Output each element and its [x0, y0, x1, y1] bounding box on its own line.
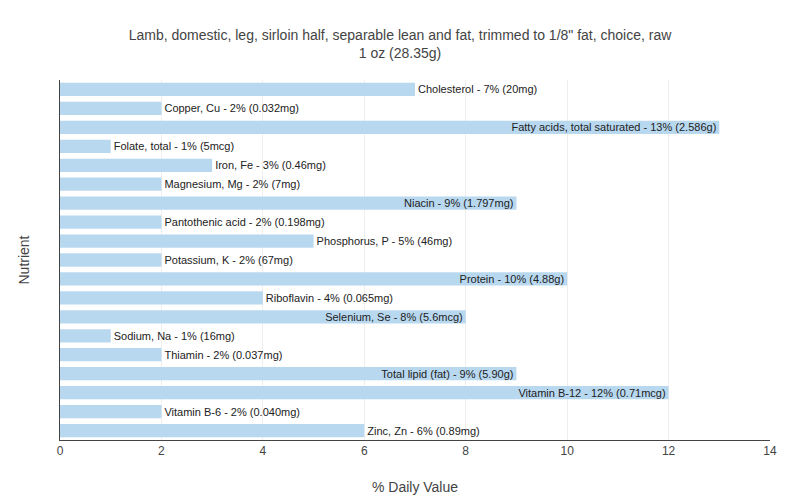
- svg-text:Vitamin B-12 - 12% (0.71mcg): Vitamin B-12 - 12% (0.71mcg): [518, 387, 665, 399]
- svg-text:4: 4: [260, 444, 267, 458]
- svg-text:6: 6: [361, 444, 368, 458]
- svg-text:Zinc, Zn - 6% (0.89mg): Zinc, Zn - 6% (0.89mg): [367, 425, 479, 437]
- svg-text:Folate, total - 1% (5mcg): Folate, total - 1% (5mcg): [114, 140, 234, 152]
- svg-text:Cholesterol - 7% (20mg): Cholesterol - 7% (20mg): [418, 83, 537, 95]
- svg-text:Nutrient: Nutrient: [16, 235, 32, 284]
- svg-text:Pantothenic acid - 2% (0.198mg: Pantothenic acid - 2% (0.198mg): [164, 216, 324, 228]
- svg-text:0: 0: [57, 444, 64, 458]
- svg-text:Riboflavin - 4% (0.065mg): Riboflavin - 4% (0.065mg): [266, 292, 393, 304]
- svg-text:Niacin - 9% (1.797mg): Niacin - 9% (1.797mg): [404, 197, 513, 209]
- svg-text:% Daily Value: % Daily Value: [372, 479, 458, 495]
- svg-text:10: 10: [560, 444, 574, 458]
- svg-text:Potassium, K - 2% (67mg): Potassium, K - 2% (67mg): [164, 254, 292, 266]
- svg-text:12: 12: [662, 444, 676, 458]
- svg-text:Thiamin - 2% (0.037mg): Thiamin - 2% (0.037mg): [164, 349, 282, 361]
- svg-text:Fatty acids, total saturated -: Fatty acids, total saturated - 13% (2.58…: [511, 121, 716, 133]
- svg-text:Selenium, Se - 8% (5.6mcg): Selenium, Se - 8% (5.6mcg): [325, 311, 463, 323]
- svg-text:8: 8: [462, 444, 469, 458]
- svg-text:14: 14: [763, 444, 777, 458]
- svg-text:Iron, Fe - 3% (0.46mg): Iron, Fe - 3% (0.46mg): [215, 159, 326, 171]
- svg-text:Phosphorus, P - 5% (46mg): Phosphorus, P - 5% (46mg): [317, 235, 453, 247]
- svg-text:2: 2: [158, 444, 165, 458]
- svg-text:Copper, Cu - 2% (0.032mg): Copper, Cu - 2% (0.032mg): [164, 102, 299, 114]
- svg-text:Protein - 10% (4.88g): Protein - 10% (4.88g): [460, 273, 565, 285]
- svg-text:Magnesium, Mg - 2% (7mg): Magnesium, Mg - 2% (7mg): [164, 178, 300, 190]
- svg-text:Lamb, domestic, leg, sirloin h: Lamb, domestic, leg, sirloin half, separ…: [129, 27, 673, 61]
- svg-text:Total lipid (fat) - 9% (5.90g): Total lipid (fat) - 9% (5.90g): [381, 368, 513, 380]
- svg-text:Sodium, Na - 1% (16mg): Sodium, Na - 1% (16mg): [114, 330, 235, 342]
- svg-text:Vitamin B-6 - 2% (0.040mg): Vitamin B-6 - 2% (0.040mg): [164, 406, 300, 418]
